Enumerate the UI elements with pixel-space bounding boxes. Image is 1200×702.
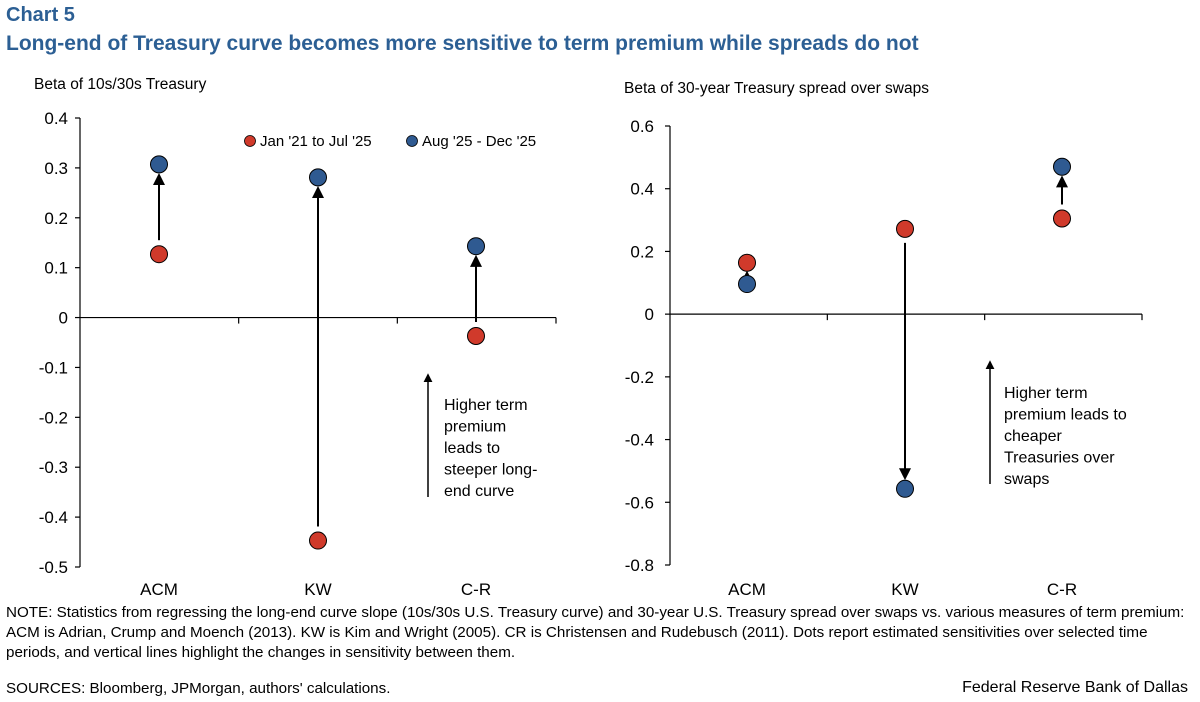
annotation-line: premium leads to — [1004, 407, 1127, 424]
y-tick-label: -0.6 — [625, 493, 654, 512]
y-tick-label: -0.5 — [39, 558, 68, 577]
annotation-line: Higher term — [1004, 385, 1088, 402]
x-tick-label-acm: ACM — [728, 580, 766, 599]
point-period2-acm — [150, 155, 168, 174]
point-period2-acm — [738, 275, 756, 294]
sources: SOURCES: Bloomberg, JPMorgan, authors' c… — [6, 680, 391, 697]
annotation-line: premium — [444, 419, 506, 436]
y-tick-label: 0.3 — [44, 159, 68, 178]
annotation-line: cheaper — [1004, 428, 1062, 445]
point-period1-kw — [896, 219, 914, 238]
y-tick-label: -0.1 — [39, 358, 68, 377]
legend-marker — [406, 135, 418, 147]
y-tick-label: 0.6 — [630, 117, 654, 136]
x-tick-label-c-r: C-R — [1047, 580, 1077, 599]
x-tick-label-acm: ACM — [140, 580, 178, 599]
point-period2-kw — [309, 168, 327, 187]
legend-marker — [244, 135, 256, 147]
x-tick-label-c-r: C-R — [461, 580, 491, 599]
annotation-text: Higher term premium leads to cheaper Treasu… — [1004, 385, 1127, 488]
annotation-line: leads to — [444, 440, 500, 457]
legend-label: Aug '25 - Dec '25 — [422, 133, 536, 150]
y-tick-label: 0 — [59, 309, 68, 328]
y-tick-label: 0 — [645, 305, 654, 324]
x-tick-label-kw: KW — [891, 580, 918, 599]
charts-canvas: 0.4 0.3 0.2 0.1 0 -0.1 -0.2 -0.3 -0.4 -0.5 ACM KW C-… — [39, 109, 1143, 599]
point-period2-kw — [896, 479, 914, 498]
y-tick-label: 0.4 — [630, 180, 654, 199]
point-period2-c-r — [467, 237, 485, 256]
annotation-line: Treasuries over — [1004, 450, 1115, 467]
annotation-line: Higher term — [444, 397, 528, 414]
right-chart: 0.6 0.4 0.2 0 -0.2 -0.4 -0.6 -0.8 ACM KW C-R Higher… — [625, 117, 1143, 599]
annotation-line: steeper long- — [444, 462, 537, 479]
point-period2-c-r — [1053, 157, 1071, 176]
y-tick-label: -0.4 — [39, 508, 68, 527]
annotation-line: end curve — [444, 483, 514, 500]
chart-title: Long-end of Treasury curve becomes more … — [6, 32, 919, 55]
footnote: NOTE: Statistics from regressing the lon… — [6, 604, 1185, 661]
publisher-brand: Federal Reserve Bank of Dallas — [962, 679, 1188, 696]
y-tick-label: 0.2 — [630, 242, 654, 261]
legend-label: Jan '21 to Jul '25 — [260, 133, 372, 150]
point-period1-kw — [309, 531, 327, 550]
left-chart-ylabel: Beta of 10s/30s Treasury — [34, 76, 207, 93]
point-period1-c-r — [467, 327, 485, 346]
y-tick-label: -0.2 — [39, 408, 68, 427]
annotation-text: Higher term premium leads to steeper long-e… — [444, 397, 537, 500]
annotation-line: swaps — [1004, 471, 1049, 488]
y-tick-label: 0.1 — [44, 259, 68, 278]
y-tick-label: 0.4 — [44, 109, 68, 128]
y-tick-label: -0.2 — [625, 368, 654, 387]
point-period1-acm — [738, 253, 756, 272]
y-tick-label: -0.4 — [625, 431, 654, 450]
right-chart-ylabel: Beta of 30-year Treasury spread over swa… — [624, 80, 929, 97]
left-chart: 0.4 0.3 0.2 0.1 0 -0.1 -0.2 -0.3 -0.4 -0.5 ACM KW C-… — [39, 109, 557, 599]
y-tick-label: -0.3 — [39, 458, 68, 477]
point-period1-acm — [150, 245, 168, 264]
y-tick-label: -0.8 — [625, 556, 654, 575]
y-tick-label: 0.2 — [44, 209, 68, 228]
point-period1-c-r — [1053, 209, 1071, 228]
chart-number: Chart 5 — [6, 4, 75, 26]
x-tick-label-kw: KW — [304, 580, 331, 599]
